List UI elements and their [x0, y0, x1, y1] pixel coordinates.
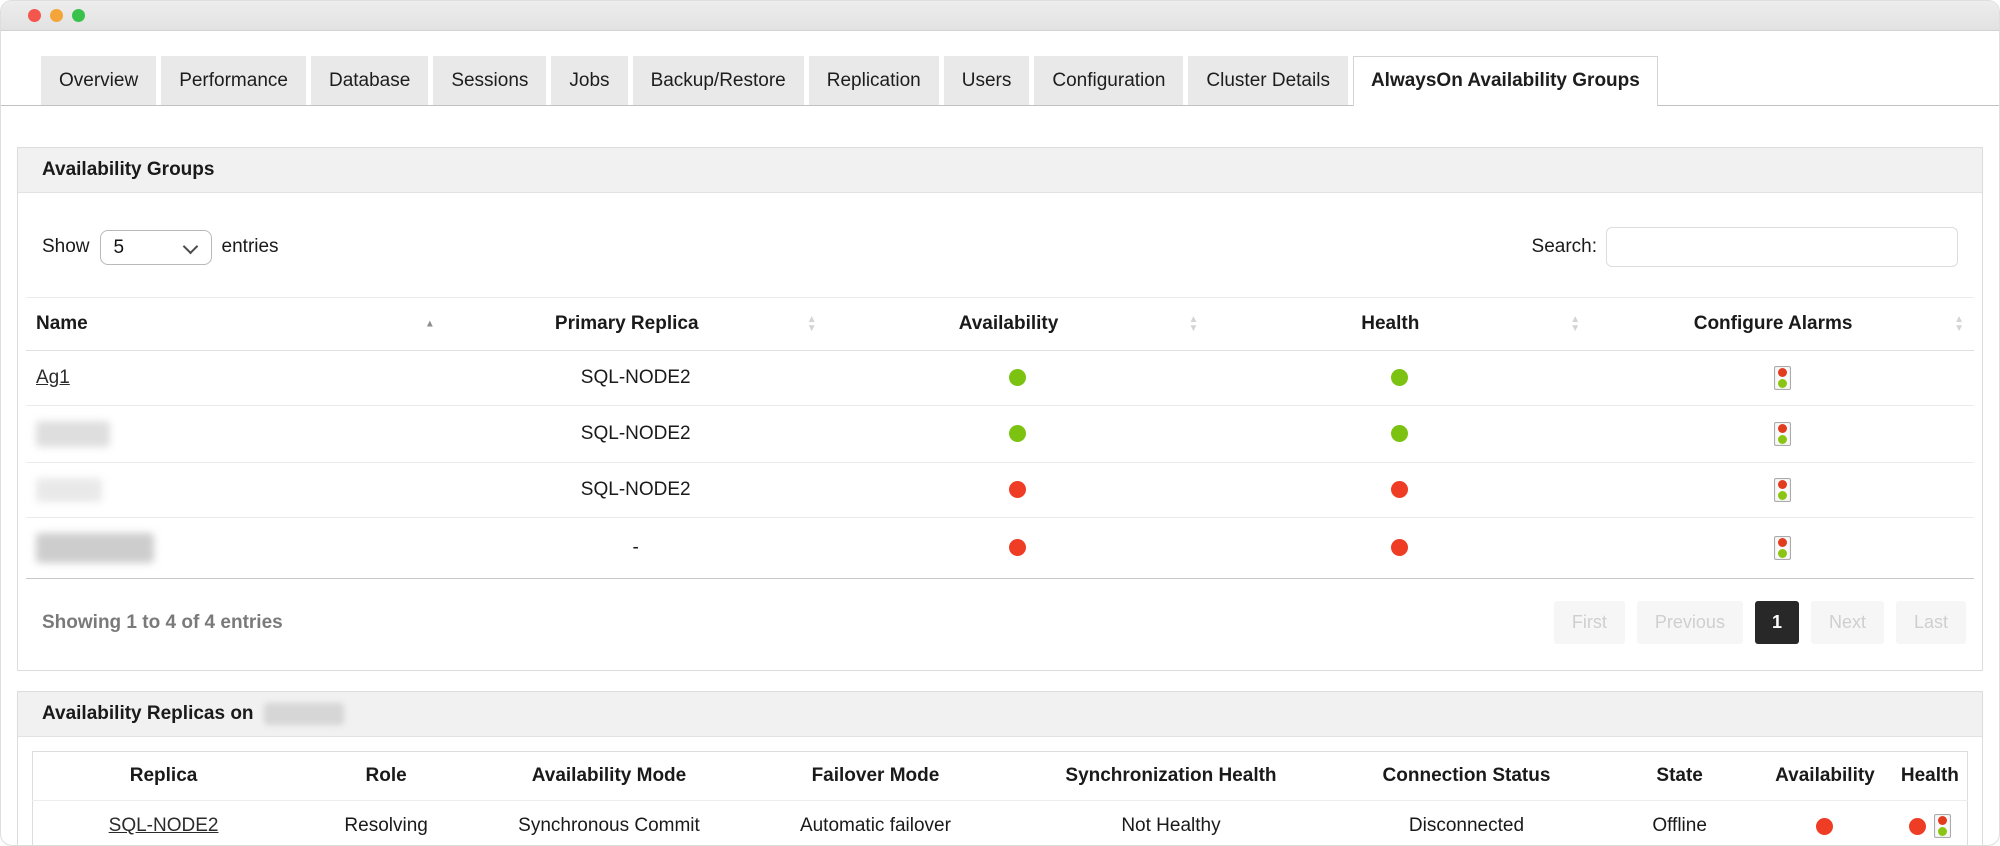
close-button[interactable] [28, 9, 41, 22]
state-cell: Offline [1652, 815, 1707, 837]
table-row: SQL-NODE2 Resolving Synchronous Commit A… [33, 801, 1968, 845]
entries-summary: Showing 1 to 4 of 4 entries [42, 611, 283, 633]
availability-groups-panel: Availability Groups Show 5 entries Searc… [17, 147, 1983, 671]
primary-replica-cell: SQL-NODE2 [444, 405, 827, 463]
table-row: SQL-NODE2 [26, 405, 1974, 463]
column-header-role: Role [294, 751, 479, 802]
table-row: Ag1 SQL-NODE2 [26, 350, 1974, 406]
pagination-previous-button[interactable]: Previous [1636, 601, 1743, 644]
tab-database[interactable]: Database [310, 56, 429, 105]
tab-alwayson-availability-groups[interactable]: AlwaysOn Availability Groups [1352, 56, 1658, 106]
column-header-primary-replica[interactable]: Primary Replica [444, 297, 827, 351]
column-header-availability[interactable]: Availability [826, 297, 1209, 351]
health-status-dot [1390, 425, 1408, 443]
configure-alarms-icon[interactable] [1773, 422, 1791, 446]
availability-status-dot [1009, 425, 1026, 443]
column-header-replica: Replica [32, 751, 295, 802]
configure-alarms-icon[interactable] [1773, 478, 1791, 502]
table-header-row: Name Primary Replica Availability H [26, 297, 1974, 351]
redacted-group-name [263, 703, 344, 725]
sort-both-icon [1954, 315, 1964, 333]
configure-alarms-icon[interactable] [1933, 814, 1951, 839]
table-footer: Showing 1 to 4 of 4 entries First Previo… [26, 601, 1974, 670]
column-header-availability-mode: Availability Mode [478, 751, 740, 802]
sort-both-icon [807, 315, 817, 333]
pagination: First Previous 1 Next Last [1553, 601, 1966, 644]
health-status-dot [1390, 369, 1408, 387]
entries-label: entries [221, 236, 279, 257]
table-row: SQL-NODE2 [26, 462, 1974, 518]
tab-configuration[interactable]: Configuration [1034, 56, 1184, 105]
tab-sessions[interactable]: Sessions [433, 56, 547, 105]
pagination-page-1-button[interactable]: 1 [1754, 601, 1799, 644]
replica-name-link[interactable]: SQL-NODE2 [108, 815, 219, 837]
health-status-dot [1908, 817, 1926, 835]
search-control: Search: [1532, 227, 1958, 267]
page-size-select-wrap: 5 [99, 229, 212, 265]
column-header-availability: Availability [1757, 751, 1893, 802]
availability-groups-table: Name Primary Replica Availability H [26, 297, 1974, 579]
synchronization-health-cell: Not Healthy [1121, 815, 1221, 837]
column-header-synchronization-health: Synchronization Health [1011, 751, 1331, 802]
tab-replication[interactable]: Replication [808, 56, 939, 105]
redacted-group-name [36, 478, 102, 502]
page-size-select[interactable]: 5 [99, 229, 212, 265]
group-name-link[interactable]: Ag1 [36, 367, 70, 388]
tab-users[interactable]: Users [943, 56, 1030, 105]
column-header-configure-alarms[interactable]: Configure Alarms [1590, 297, 1974, 351]
column-header-name[interactable]: Name [26, 297, 445, 351]
table-header-row: Replica Role Availability Mode Failover … [32, 751, 1968, 802]
column-header-connection-status: Connection Status [1330, 751, 1603, 802]
sort-both-icon [1570, 315, 1580, 333]
table-controls: Show 5 entries Search: [26, 227, 1974, 267]
availability-status-dot [1816, 817, 1834, 835]
availability-status-dot [1009, 481, 1026, 499]
tab-cluster-details[interactable]: Cluster Details [1188, 56, 1348, 105]
availability-groups-panel-title: Availability Groups [18, 148, 1982, 193]
tab-overview[interactable]: Overview [41, 56, 157, 105]
column-header-state: State [1602, 751, 1758, 802]
primary-replica-cell: - [444, 517, 827, 579]
pagination-first-button[interactable]: First [1553, 601, 1625, 644]
configure-alarms-icon[interactable] [1773, 366, 1791, 390]
pagination-next-button[interactable]: Next [1810, 601, 1884, 644]
search-input[interactable] [1606, 227, 1958, 267]
tab-jobs[interactable]: Jobs [551, 56, 628, 105]
health-status-dot [1390, 481, 1408, 499]
column-header-health: Health [1892, 751, 1968, 802]
role-cell: Resolving [344, 815, 428, 837]
show-label: Show [42, 236, 90, 257]
page-size-control: Show 5 entries [42, 229, 279, 265]
health-status-dot [1390, 539, 1408, 557]
availability-mode-cell: Synchronous Commit [518, 815, 700, 837]
connection-status-cell: Disconnected [1408, 815, 1525, 837]
availability-status-dot [1009, 369, 1026, 387]
minimize-button[interactable] [50, 9, 63, 22]
redacted-group-name [36, 421, 110, 447]
configure-alarms-icon[interactable] [1773, 536, 1791, 560]
failover-mode-cell: Automatic failover [799, 815, 951, 837]
tab-bar: Overview Performance Database Sessions J… [1, 56, 1999, 106]
primary-replica-cell: SQL-NODE2 [444, 350, 827, 406]
tab-backup-restore[interactable]: Backup/Restore [632, 56, 804, 105]
zoom-button[interactable] [72, 9, 85, 22]
pagination-last-button[interactable]: Last [1895, 601, 1966, 644]
column-header-failover-mode: Failover Mode [739, 751, 1012, 802]
search-label: Search: [1531, 236, 1597, 257]
tab-performance[interactable]: Performance [161, 56, 306, 105]
sort-both-icon [1189, 315, 1199, 333]
column-header-health[interactable]: Health [1208, 297, 1591, 351]
availability-replicas-panel-title: Availability Replicas on [18, 692, 1982, 738]
table-row: - [26, 517, 1974, 579]
primary-replica-cell: SQL-NODE2 [444, 462, 827, 518]
availability-replicas-panel: Availability Replicas on Replica Role Av… [17, 691, 1983, 845]
sort-ascending-icon [425, 320, 435, 329]
redacted-group-name [36, 533, 154, 563]
availability-status-dot [1009, 539, 1026, 557]
window-titlebar [1, 1, 1999, 31]
availability-replicas-table: Replica Role Availability Mode Failover … [32, 751, 1968, 845]
